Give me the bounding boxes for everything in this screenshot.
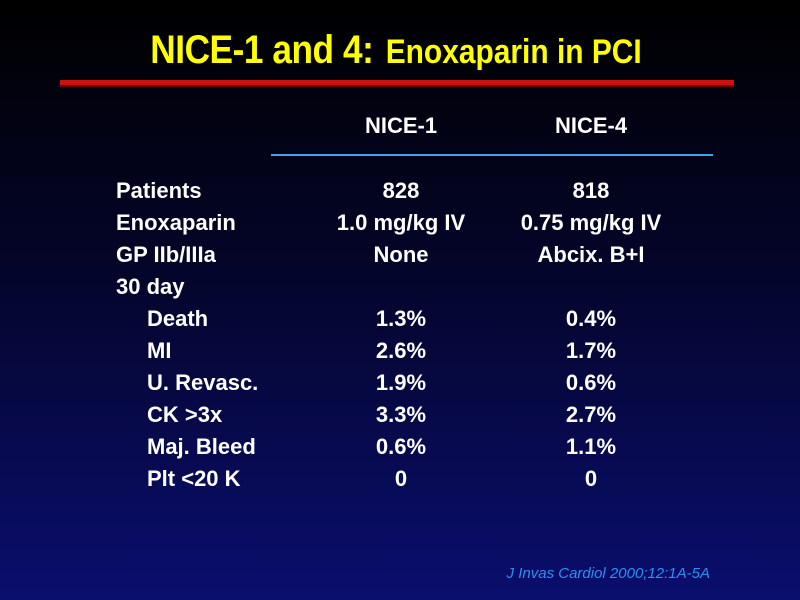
cell-mi-nice-4: 1.7% [565,338,617,363]
row-label-u-revasc: U. Revasc. [147,370,259,395]
cell-patients-nice-4: 818 [572,178,610,203]
title-subtitle: Enoxaparin in PCI [385,33,642,71]
row-label-enoxaparin: Enoxaparin [116,210,236,235]
row-label-30-day: 30 day [116,274,185,299]
header-divider [271,154,713,156]
cell-maj-bleed-nice-4: 1.1% [565,434,617,459]
cell-enoxaparin-nice-4: 0.75 mg/kg IV [520,210,662,235]
title-main: NICE-1 and 4: [150,28,374,72]
cell-gp-iib-iiia-nice-4: Abcix. B+I [537,242,645,267]
slide-title: NICE-1 and 4: Enoxaparin in PCI [100,28,691,73]
cell-death-nice-1: 1.3% [375,306,427,331]
row-label-gp-iib-iiia: GP IIb/IIIa [116,242,216,267]
cell-enoxaparin-nice-1: 1.0 mg/kg IV [336,210,466,235]
citation: J Invas Cardiol 2000;12:1A-5A [506,565,710,582]
row-label-maj-bleed: Maj. Bleed [147,434,256,459]
row-label-plt-20k: Plt <20 K [147,466,241,491]
cell-ck-3x-nice-1: 3.3% [375,402,427,427]
cell-gp-iib-iiia-nice-1: None [373,242,429,267]
cell-ck-3x-nice-4: 2.7% [565,402,617,427]
column-header-nice-4: NICE-4 [554,113,628,138]
column-header-nice-1: NICE-1 [364,113,438,138]
cell-plt-20k-nice-1: 0 [394,466,408,491]
row-label-death: Death [147,306,209,331]
cell-u-revasc-nice-1: 1.9% [375,370,427,395]
title-divider [60,80,734,87]
cell-u-revasc-nice-4: 0.6% [565,370,617,395]
cell-death-nice-4: 0.4% [565,306,617,331]
cell-maj-bleed-nice-1: 0.6% [375,434,427,459]
cell-plt-20k-nice-4: 0 [584,466,598,491]
row-label-patients: Patients [116,178,202,203]
row-label-mi: MI [147,338,172,363]
cell-mi-nice-1: 2.6% [375,338,427,363]
cell-patients-nice-1: 828 [382,178,420,203]
row-label-ck-3x: CK >3x [147,402,223,427]
